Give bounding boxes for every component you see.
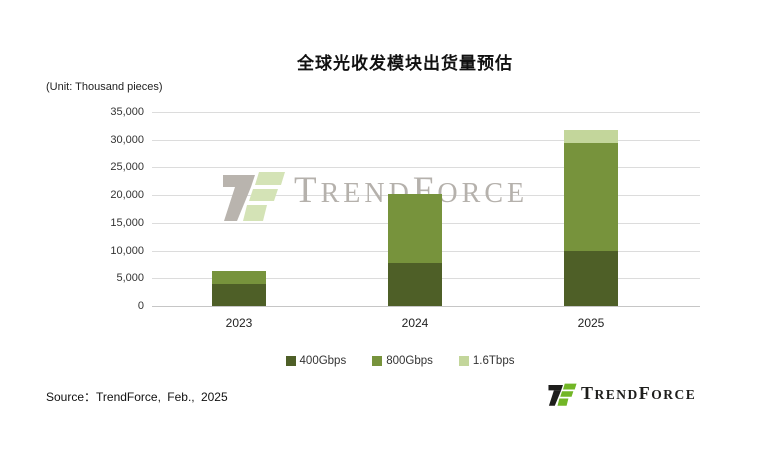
source-text: Source：TrendForce, Feb., 2025: [46, 390, 228, 404]
x-tick-label-2024: 2024: [401, 316, 429, 330]
y-tick-label-25,000: 25,000: [110, 161, 144, 174]
gridline-30,000: [152, 139, 700, 141]
bar-segment-800Gbps-2024: [388, 193, 442, 263]
bar-segment-1.6Tbps-2025: [564, 129, 618, 144]
unit-label: (Unit: Thousand pieces): [46, 81, 163, 93]
gridline-25,000: [152, 167, 700, 169]
bar-segment-800Gbps-2025: [564, 143, 618, 251]
legend-swatch-1-6tbps: [458, 356, 469, 366]
x-tick-label-2025: 2025: [577, 316, 605, 330]
trendforce-logo: TRENDFORCE: [548, 380, 696, 408]
x-tick-label-2023: 2023: [225, 316, 253, 330]
y-tick-label-0: 0: [137, 300, 144, 312]
y-tick-label-20,000: 20,000: [110, 189, 144, 202]
y-tick-label-10,000: 10,000: [110, 244, 144, 257]
bar-segment-400Gbps-2023: [212, 283, 266, 306]
trendforce-logo-icon: [548, 383, 577, 406]
legend-item-1-6tbps: 1.6Tbps: [458, 355, 515, 367]
legend-swatch-800gbps: [372, 356, 383, 366]
bar-segment-400Gbps-2024: [388, 262, 442, 306]
logo-text-part: ORCE: [651, 387, 697, 402]
legend-label-400gbps: 400Gbps: [299, 355, 347, 367]
legend-label-800gbps: 800Gbps: [386, 355, 433, 367]
y-tick-label-5,000: 5,000: [116, 272, 144, 285]
legend: 400Gbps 800Gbps 1.6Tbps: [0, 355, 770, 367]
logo-text-part: REND: [594, 387, 639, 402]
logo-text-part: F: [638, 383, 652, 403]
bar-2024: [388, 193, 442, 306]
legend-label-1-6tbps: 1.6Tbps: [472, 355, 515, 367]
trendforce-logo-text: TRENDFORCE: [581, 380, 696, 408]
gridline-35,000: [152, 112, 700, 113]
bar-2025: [564, 129, 618, 306]
logo-text-part: T: [581, 383, 595, 403]
y-tick-label-30,000: 30,000: [110, 133, 144, 146]
gridline-0: [152, 306, 700, 307]
y-tick-label-15,000: 15,000: [110, 216, 144, 229]
legend-item-800gbps: 800Gbps: [372, 355, 433, 367]
plot-area: 0 5,000 10,000 15,000 20,000 25,000 30,000 35,0…: [110, 106, 700, 330]
legend-swatch-400gbps: [285, 356, 296, 366]
legend-item-400gbps: 400Gbps: [285, 355, 347, 367]
bar-segment-400Gbps-2025: [564, 250, 618, 306]
y-tick-label-35,000: 35,000: [110, 106, 144, 118]
bar-segment-800Gbps-2023: [212, 270, 266, 284]
bar-2023: [212, 270, 266, 306]
chart-title: 全球光收发模块出货量预估: [297, 54, 513, 73]
